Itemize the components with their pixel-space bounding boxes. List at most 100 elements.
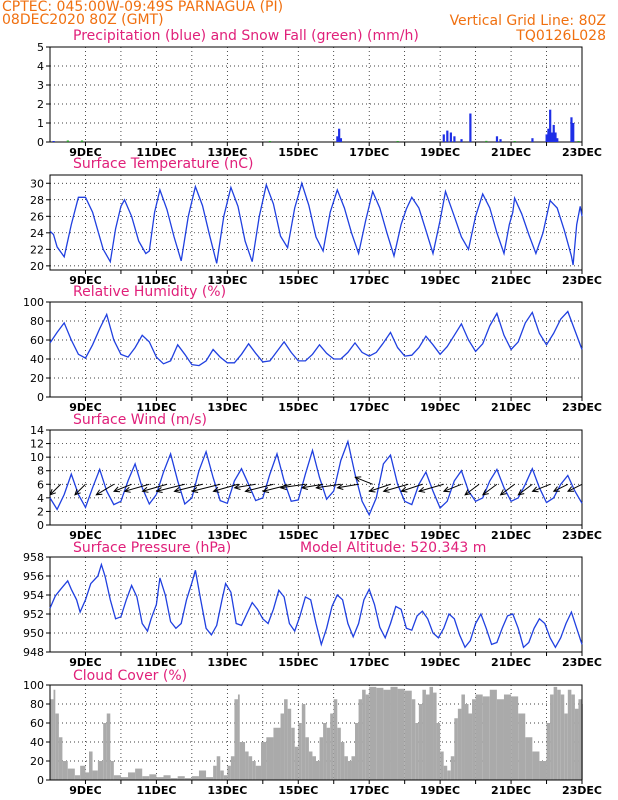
pressure-xtick-label: 11DEC — [136, 656, 176, 669]
wind-arrow — [500, 483, 515, 496]
wind-ytick-label: 2 — [37, 505, 44, 518]
cloud-area-bar — [539, 761, 547, 780]
wind-ytick-label: 0 — [37, 519, 44, 532]
wind-arrow-head — [418, 486, 426, 493]
cloud-area-bar — [284, 699, 288, 780]
cloud-area-bar — [450, 756, 455, 780]
wind-arrow-head — [155, 487, 163, 493]
wind-arrow — [213, 483, 239, 492]
wind-title: Surface Wind (m/s) — [73, 412, 207, 428]
cloud-area-bar — [106, 713, 111, 780]
wind-arrow — [124, 483, 150, 492]
wind-series-line — [49, 439, 583, 517]
cloud-area-bar — [376, 687, 384, 780]
precip-bar — [52, 141, 55, 142]
wind-arrow-head — [279, 484, 287, 491]
temperature-xtick-label: 17DEC — [349, 274, 389, 287]
cloud-area-bar — [237, 694, 240, 780]
temperature-xtick-label: 19DEC — [420, 274, 460, 287]
humidity-xtick-label: 21DEC — [491, 401, 531, 414]
cloud-area-bar — [415, 723, 419, 780]
wind-arrow-head — [531, 486, 539, 493]
precip-bar — [485, 140, 488, 142]
pressure-series-line — [49, 562, 583, 649]
cloud-ytick-label: 40 — [30, 736, 44, 749]
precip-bar — [396, 141, 399, 142]
cloud-area-bar — [135, 768, 143, 780]
cloud-ytick-label: 60 — [30, 717, 44, 730]
wind-arrow — [142, 483, 168, 492]
cloud-area-bar — [128, 772, 136, 780]
wind-xtick-label: 21DEC — [491, 529, 531, 542]
cloud-panel: 0 20 40 60 80 100 9DEC 11DEC 13DEC 15DEC 17DEC 19DE… — [23, 679, 602, 797]
wind-arrow-head — [336, 483, 344, 490]
cloud-area-bar — [337, 727, 341, 780]
humidity-ytick-label: 100 — [23, 296, 44, 309]
temperature-xtick-label: 21DEC — [491, 274, 531, 287]
wind-arrow-head — [95, 489, 103, 496]
wind-ytick-label: 6 — [37, 478, 44, 491]
cloud-xtick-label: 17DEC — [349, 784, 389, 797]
wind-arrow — [532, 483, 551, 492]
precip-xtick-label: 13DEC — [207, 146, 247, 159]
wind-arrow-head — [141, 486, 149, 493]
cloud-area-bar — [578, 699, 582, 780]
precip-bar — [550, 132, 554, 142]
cloud-area-bar — [323, 723, 327, 780]
pressure-title: Surface Pressure (hPa) — [73, 540, 231, 556]
run-date: 08DEC2020 80Z (GMT) — [2, 12, 164, 28]
cloud-area-bar — [574, 708, 579, 780]
cloud-xtick-label: 13DEC — [207, 784, 247, 797]
pressure-xtick-label: 23DEC — [562, 656, 602, 669]
cloud-area-bar — [468, 713, 473, 780]
pressure-xtick-label: 19DEC — [420, 656, 460, 669]
precip-bar — [577, 141, 580, 142]
precip-bar — [469, 113, 472, 142]
cloud-area-bar — [216, 756, 221, 780]
wind-arrow-head — [262, 487, 270, 493]
humidity-ytick-label: 0 — [37, 391, 44, 404]
cloud-area-bar — [198, 770, 207, 780]
temperature-ytick-label: 28 — [30, 194, 44, 207]
cloud-area-bar — [557, 689, 561, 780]
cloud-area-bar — [266, 737, 274, 780]
temperature-ytick-label: 26 — [30, 210, 44, 223]
cloud-area-bar — [89, 751, 93, 780]
wind-arrow — [263, 483, 292, 492]
cloud-area-bar — [330, 713, 334, 780]
precip-panel: 0 1 2 3 4 5 9DEC 11DEC 13DEC 15DEC 17DEC 19DEC 21DEC… — [37, 41, 602, 159]
vertical-grid-note: Vertical Grid Line: 80Z — [450, 13, 606, 29]
pressure-ytick-label: 958 — [23, 551, 44, 564]
cloud-area-bar — [220, 770, 224, 780]
cloud-area-bar — [461, 694, 465, 780]
cloud-area-bar — [316, 761, 320, 780]
precip-bar — [268, 141, 272, 142]
precip-bar — [552, 124, 555, 142]
cloud-area-bar — [113, 775, 121, 780]
precip-xtick-label: 19DEC — [420, 146, 460, 159]
cloud-area-bar — [50, 699, 54, 780]
cloud-area-bar — [340, 742, 345, 780]
cloud-area-bar — [110, 761, 114, 780]
cloud-area-bar — [369, 686, 377, 780]
precip-xtick-label: 21DEC — [491, 146, 531, 159]
cloud-area-bar — [170, 778, 178, 780]
humidity-series-line — [49, 310, 583, 367]
cloud-area-bar — [252, 761, 256, 780]
humidity-ytick-label: 80 — [30, 315, 44, 328]
wind-arrow-head — [464, 489, 472, 496]
cloud-area-bar — [239, 742, 246, 780]
humidity-xtick-label: 23DEC — [562, 401, 602, 414]
cloud-area-bar — [390, 686, 398, 780]
cloud-xtick-label: 9DEC — [69, 784, 101, 797]
pressure-xtick-label: 17DEC — [349, 656, 389, 669]
precip-bar — [339, 138, 343, 142]
precip-bar — [442, 134, 445, 142]
wind-arrow-head — [49, 488, 56, 496]
cloud-area-bar — [503, 694, 512, 780]
cloud-ytick-label: 100 — [23, 679, 44, 692]
wind-arrow — [245, 483, 274, 492]
pressure-ytick-label: 948 — [23, 646, 44, 659]
cloud-area-bar — [355, 723, 359, 780]
